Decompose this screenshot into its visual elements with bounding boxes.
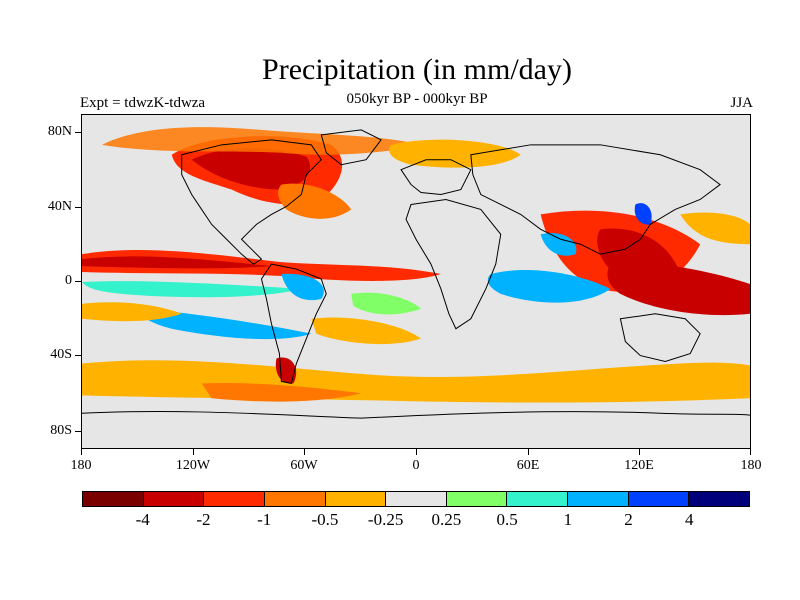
lon-tick xyxy=(193,449,194,455)
lat-label-0: 0 xyxy=(65,273,72,288)
lat-label-80s: 80S xyxy=(50,423,72,438)
coastlines xyxy=(82,129,750,419)
lon-tick xyxy=(639,449,640,455)
lon-label-120w: 120W xyxy=(175,458,211,473)
coast-africa xyxy=(405,198,502,330)
colorbar-label: 2 xyxy=(624,510,633,529)
colorbar-box-2 xyxy=(204,492,265,506)
anomaly-north-america-core xyxy=(191,148,311,190)
anomaly-indian-ocean-wet xyxy=(487,270,611,303)
lon-label-120e: 120E xyxy=(624,458,654,473)
colorbar-label: -1 xyxy=(257,510,272,529)
lat-tick xyxy=(75,355,81,356)
lat-tick xyxy=(75,281,81,282)
coast-south-america xyxy=(260,263,327,384)
lon-tick xyxy=(81,449,82,455)
lat-label-40s: 40S xyxy=(50,347,72,362)
colorbar-box-1 xyxy=(143,492,205,506)
anomaly-west-pacific-orange xyxy=(680,212,750,245)
colorbar-label: 1 xyxy=(563,510,573,529)
lon-tick xyxy=(528,449,529,455)
colorbar-box-9 xyxy=(628,492,690,506)
lon-tick xyxy=(304,449,305,455)
colorbar-box-6 xyxy=(446,492,508,506)
colorbar-box-8 xyxy=(568,492,629,506)
colorbar-box-10 xyxy=(689,492,750,506)
coast-north-america xyxy=(181,139,322,265)
anomaly-southern-pacific-dry xyxy=(82,302,182,322)
colorbar-box-4 xyxy=(325,492,387,506)
colorbar-label: 0.5 xyxy=(496,510,518,529)
lat-tick xyxy=(75,207,81,208)
anomaly-tropical-wet-core xyxy=(281,273,324,301)
anomaly-europe-orange xyxy=(389,139,521,168)
lon-label-60w: 60W xyxy=(290,458,318,473)
anomaly-itcz-core xyxy=(82,256,272,269)
plot-title: Precipitation (in mm/day) xyxy=(262,53,572,86)
coast-australia xyxy=(619,313,701,363)
colorbar-label: -4 xyxy=(135,510,150,529)
lon-label-0: 0 xyxy=(412,458,420,473)
coast-europe xyxy=(400,159,472,196)
anomaly-tropical-wet xyxy=(82,281,302,298)
coast-asia xyxy=(470,144,721,255)
lat-tick xyxy=(75,132,81,133)
lat-label-80n: 80N xyxy=(47,124,72,139)
anomaly-japan-wet xyxy=(634,203,652,225)
lat-label-40n: 40N xyxy=(47,199,72,214)
lon-label-180e: 180 xyxy=(740,458,762,473)
lon-tick xyxy=(750,449,751,455)
anomaly-southern-pacific-wet xyxy=(140,308,312,340)
colorbar-box-3 xyxy=(264,492,326,506)
lon-label-60e: 60E xyxy=(516,458,540,473)
season-label: JJA xyxy=(730,95,753,111)
lon-label-180w: 180 xyxy=(70,458,92,473)
colorbar-box-5 xyxy=(386,492,447,506)
anomaly-southern-ocean-red xyxy=(201,383,362,402)
precipitation-map xyxy=(81,114,751,449)
colorbar-label: -0.25 xyxy=(367,510,404,529)
colorbar-label: -0.5 xyxy=(311,510,339,529)
plot-subtitle: 050kyr BP - 000kyr BP xyxy=(346,91,488,107)
experiment-label: Expt = tdwzK-tdwza xyxy=(80,95,206,111)
anomaly-south-atlantic-orange xyxy=(311,317,421,345)
anomaly-india-wet xyxy=(540,232,577,256)
anomaly-south-atlantic-wet xyxy=(351,292,421,315)
map-svg xyxy=(82,115,750,448)
anomaly-maritime-continent xyxy=(607,263,750,316)
colorbar-label: 4 xyxy=(685,510,694,529)
colorbar-box-7 xyxy=(507,492,569,506)
colorbar xyxy=(82,491,750,507)
coast-antarctica xyxy=(82,410,750,419)
lon-tick xyxy=(416,449,417,455)
colorbar-label: 0.25 xyxy=(431,510,462,529)
colorbar-box-0 xyxy=(83,492,144,506)
coast-greenland xyxy=(320,129,382,166)
lat-tick xyxy=(75,431,81,432)
colorbar-label: -2 xyxy=(196,510,211,529)
anomaly-atlantic-dry xyxy=(278,183,352,219)
